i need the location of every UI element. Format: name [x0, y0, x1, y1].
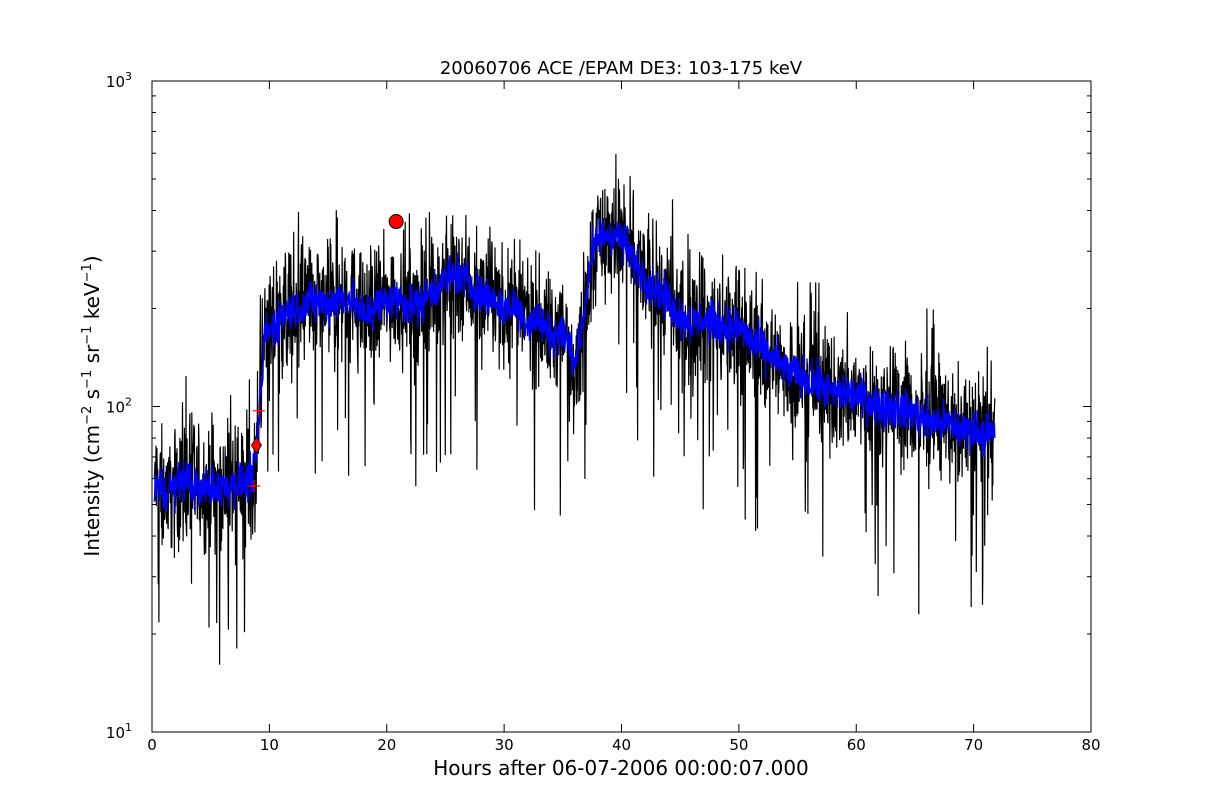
chart-title: 20060706 ACE /EPAM DE3: 103-175 keV	[440, 58, 803, 79]
x-tick-label: 70	[964, 736, 983, 754]
y-tick-label: 103	[106, 70, 132, 91]
onset-marker-plus	[252, 404, 265, 417]
marker-layer	[248, 214, 404, 492]
onset-marker-plus	[248, 479, 261, 492]
y-axis-label: Intensity (cm−2 s−1 sr−1 keV−1)	[80, 255, 104, 556]
y-tick-label: 101	[106, 721, 132, 742]
x-axis-label: Hours after 06-07-2006 00:00:07.000	[433, 756, 809, 780]
x-tick-label: 40	[612, 736, 631, 754]
x-tick-label: 0	[147, 736, 157, 754]
x-tick-label: 20	[377, 736, 396, 754]
x-tick-label: 50	[729, 736, 748, 754]
x-tick-label: 30	[495, 736, 514, 754]
onset-marker-diamond	[250, 436, 262, 455]
x-tick-label: 80	[1081, 736, 1100, 754]
series-layer	[153, 153, 996, 665]
peak-marker-circle	[388, 214, 404, 230]
y-tick-label: 102	[106, 396, 132, 417]
plot-frame	[151, 80, 1092, 733]
x-tick-label: 60	[847, 736, 866, 754]
x-tick-label: 10	[260, 736, 279, 754]
series-smoothed-line	[153, 217, 996, 514]
